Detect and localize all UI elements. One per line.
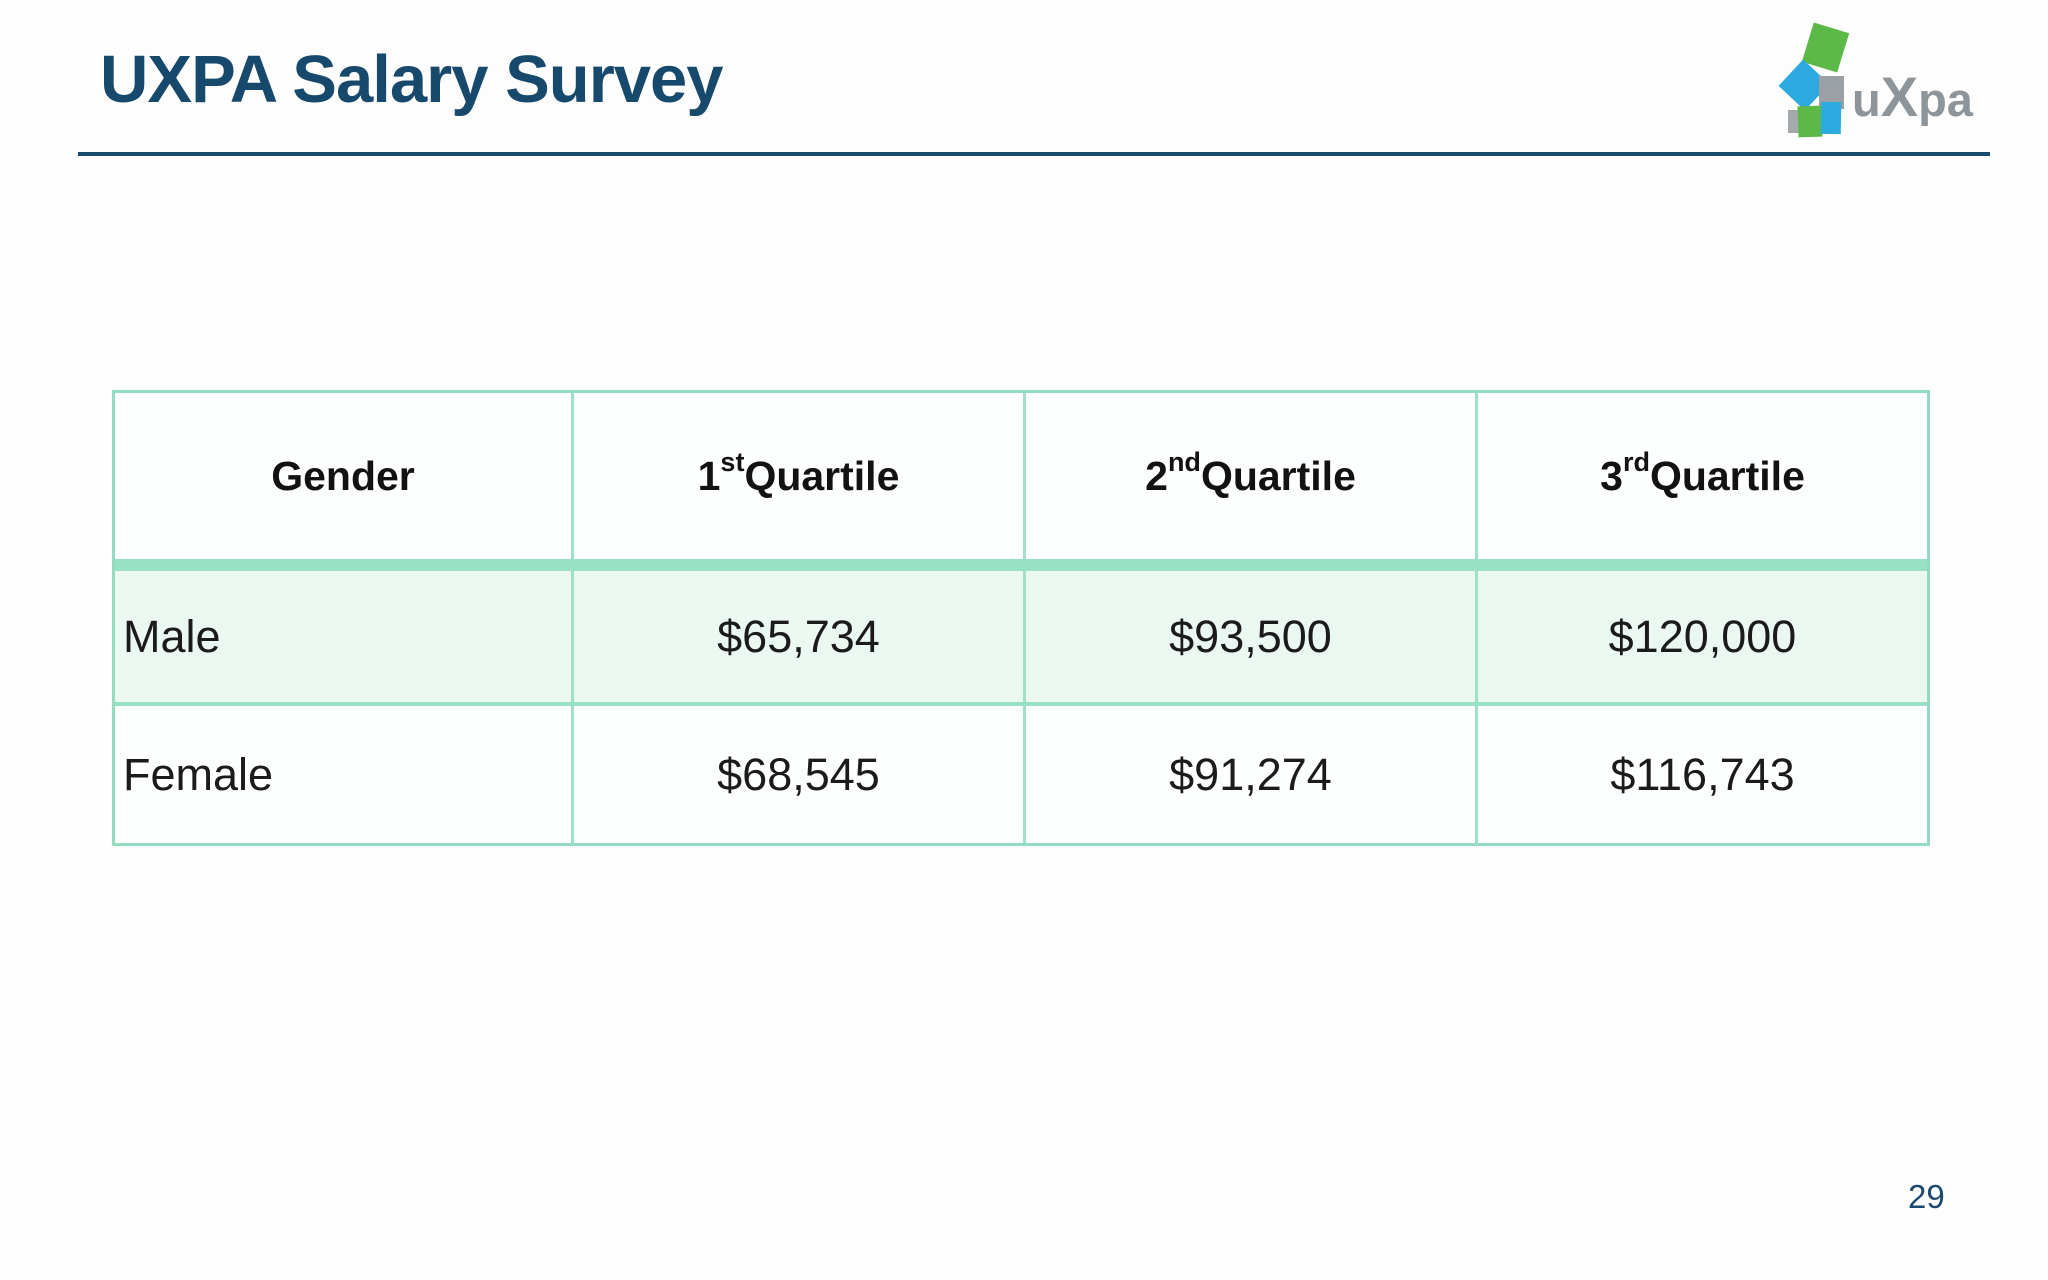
- cell-male-q1: $65,734: [571, 571, 1023, 702]
- header-text: 1: [697, 452, 721, 499]
- cell-female-gender: Female: [123, 748, 274, 800]
- cell-female-q2: $91,274: [1023, 706, 1475, 843]
- header-superscript: st: [720, 446, 745, 477]
- cell-male-q2: $93,500: [1023, 571, 1475, 702]
- header-text: Gender: [271, 452, 415, 499]
- cell-male-gender: Male: [123, 610, 221, 662]
- header-superscript: rd: [1622, 446, 1650, 477]
- logo-letter-u: u: [1852, 73, 1881, 126]
- logo-square-cyan-bottom-icon: [1820, 101, 1842, 135]
- page-title: UXPA Salary Survey: [100, 42, 724, 117]
- table-row-male: Male $65,734 $93,500 $120,000: [115, 571, 1927, 706]
- logo-square-green-bottom-icon: [1797, 105, 1823, 138]
- header-text: Quartile: [744, 452, 900, 499]
- uxpa-logo-text: u X pa: [1852, 66, 1973, 128]
- logo-letter-pa: pa: [1918, 73, 1973, 126]
- logo-letter-x: X: [1880, 65, 1919, 128]
- header-text: 2: [1145, 452, 1168, 499]
- table-row-female: Female $68,545 $91,274 $116,743: [115, 706, 1927, 843]
- page-number: 29: [1908, 1178, 1945, 1215]
- cell-female-q1: $68,545: [571, 706, 1023, 843]
- col-header-gender: Gender: [115, 393, 571, 559]
- cell-male-q3: $120,000: [1475, 571, 1927, 702]
- uxpa-logo: u X pa: [1778, 16, 2003, 140]
- title-underline: [78, 152, 1990, 156]
- header-superscript: nd: [1167, 446, 1201, 477]
- header-text: Quartile: [1200, 452, 1356, 499]
- header-text: Quartile: [1649, 452, 1805, 499]
- header-text: 3: [1600, 452, 1623, 499]
- cell-female-q3: $116,743: [1475, 706, 1927, 843]
